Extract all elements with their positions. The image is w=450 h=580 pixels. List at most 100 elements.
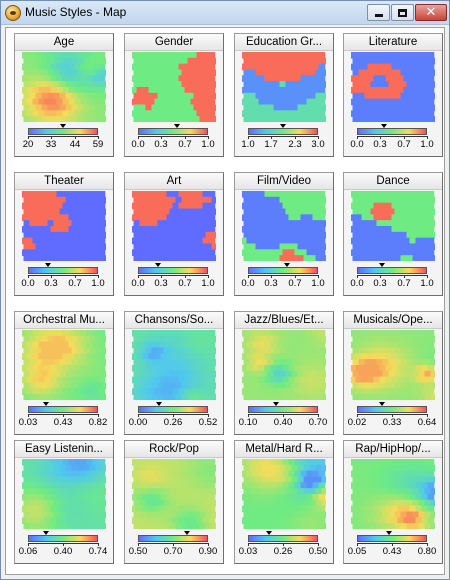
scale-tick-label: 0.70	[163, 546, 183, 557]
scale-marker[interactable]	[273, 402, 279, 406]
heat-map[interactable]	[242, 459, 326, 529]
scale-tick	[283, 414, 284, 417]
scale-marker[interactable]	[173, 124, 180, 128]
scale-tick	[28, 543, 29, 546]
map-panel[interactable]: Gender 0.0 0.3 0.7 1.0	[124, 33, 224, 157]
map-panel[interactable]: Orchestral Mu... 0.03 0.43 0.82	[14, 311, 114, 435]
scale-tick	[28, 414, 29, 417]
maximize-button[interactable]	[391, 4, 414, 21]
scale-tick-label: 0.0	[241, 278, 255, 289]
scale-tick-label: 0.40	[273, 417, 293, 428]
scale-tick-label: 1.0	[201, 139, 215, 150]
scale-marker[interactable]	[378, 402, 385, 406]
map-panel[interactable]: Film/Video 0.0 0.3 0.7 1.0	[234, 172, 334, 296]
scale-tick	[248, 414, 249, 417]
scale-tick-label: 0.43	[53, 417, 73, 428]
scale-marker[interactable]	[266, 531, 272, 535]
scale-marker[interactable]	[44, 263, 51, 267]
heat-map[interactable]	[132, 191, 216, 261]
heat-map[interactable]	[22, 52, 106, 122]
scale-tick-label: 59	[92, 139, 104, 150]
scale-tick	[318, 136, 319, 139]
scale-marker[interactable]	[60, 124, 66, 128]
panel-title: Jazz/Blues/Et...	[235, 312, 333, 329]
scale-tick-label: 0.33	[382, 417, 402, 428]
scale-tick	[28, 136, 29, 139]
scale-marker[interactable]	[280, 124, 286, 128]
color-scale-bar	[138, 535, 208, 542]
heat-map[interactable]	[132, 330, 216, 400]
panel-title: Film/Video	[235, 173, 333, 190]
scale-tick-label: 33	[45, 139, 57, 150]
map-panel[interactable]: Easy Listenin... 0.06 0.40 0.74	[14, 440, 114, 564]
scale-marker[interactable]	[283, 263, 290, 267]
map-panel[interactable]: Dance 0.0 0.3 0.7 1.0	[343, 172, 443, 296]
heat-map[interactable]	[242, 330, 326, 400]
scale-tick-label: 0.43	[382, 546, 402, 557]
close-button[interactable]: ✕	[415, 4, 447, 21]
heat-map[interactable]	[351, 52, 435, 122]
color-scale-bar	[357, 535, 427, 542]
panel-title: Age	[15, 34, 113, 51]
scale-marker[interactable]	[42, 531, 49, 535]
scale-marker[interactable]	[380, 124, 387, 128]
scale-tick-label: 0.52	[198, 417, 218, 428]
scale-tick	[318, 543, 319, 546]
scale-tick	[185, 275, 186, 278]
heat-map[interactable]	[242, 191, 326, 261]
scale-tick	[63, 414, 64, 417]
scale-tick	[357, 543, 358, 546]
scale-tick	[404, 136, 405, 139]
scale-tick	[248, 543, 249, 546]
window-title: Music Styles - Map	[25, 5, 127, 19]
map-panel[interactable]: Education Gr... 1.0 1.7 2.3 3.0	[234, 33, 334, 157]
map-panel[interactable]: Age 20 33 44 59	[14, 33, 114, 157]
scale-tick	[357, 414, 358, 417]
scale-tick	[173, 543, 174, 546]
map-grid: Age 20 33 44 59 Gender 0.0 0.3 0.7 1.0 Education G…	[5, 27, 445, 575]
scale-tick-label: 0.05	[347, 546, 367, 557]
scale-marker[interactable]	[156, 402, 162, 406]
map-panel[interactable]: Theater 0.0 0.3 0.7 1.0	[14, 172, 114, 296]
scale-tick-label: 20	[22, 139, 34, 150]
scale-marker[interactable]	[378, 263, 385, 267]
scale-tick-label: 1.7	[264, 139, 278, 150]
scale-tick-label: 0.70	[308, 417, 328, 428]
map-panel[interactable]: Rock/Pop 0.50 0.70 0.90	[124, 440, 224, 564]
heat-map[interactable]	[242, 52, 326, 122]
map-panel[interactable]: Jazz/Blues/Et... 0.10 0.40 0.70	[234, 311, 334, 435]
scale-tick	[248, 275, 249, 278]
color-scale-bar	[357, 267, 427, 274]
map-panel[interactable]: Musicals/Ope... 0.02 0.33 0.64	[343, 311, 443, 435]
scale-tick-label: 0.50	[308, 546, 328, 557]
scale-tick-label: 0.3	[373, 278, 387, 289]
heat-map[interactable]	[351, 459, 435, 529]
scale-tick-label: 0.7	[397, 278, 411, 289]
map-panel[interactable]: Rap/HipHop/... 0.05 0.43 0.80	[343, 440, 443, 564]
heat-map[interactable]	[351, 330, 435, 400]
scale-marker[interactable]	[154, 263, 161, 267]
scale-tick-label: 0.40	[53, 546, 73, 557]
heat-map[interactable]	[351, 191, 435, 261]
heat-map[interactable]	[22, 459, 106, 529]
heat-map[interactable]	[132, 52, 216, 122]
heat-map[interactable]	[22, 330, 106, 400]
panel-title: Orchestral Mu...	[15, 312, 113, 329]
map-panel[interactable]: Literature 0.0 0.3 0.7 1.0	[343, 33, 443, 157]
minimize-button[interactable]	[367, 4, 390, 21]
scale-marker[interactable]	[42, 402, 49, 406]
scale-tick-label: 1.0	[420, 139, 434, 150]
app-icon[interactable]	[5, 5, 21, 21]
map-panel[interactable]: Art 0.0 0.3 0.7 1.0	[124, 172, 224, 296]
map-panel[interactable]: Chansons/So... 0.00 0.26 0.52	[124, 311, 224, 435]
title-bar[interactable]: Music Styles - Map ✕	[1, 1, 449, 25]
map-panel[interactable]: Metal/Hard R... 0.03 0.26 0.50	[234, 440, 334, 564]
scale-axis	[28, 275, 98, 276]
scale-tick-label: 0.0	[350, 278, 364, 289]
scale-tick	[271, 136, 272, 139]
scale-marker[interactable]	[184, 531, 190, 535]
scale-tick	[248, 136, 249, 139]
scale-marker[interactable]	[385, 531, 392, 535]
heat-map[interactable]	[132, 459, 216, 529]
heat-map[interactable]	[22, 191, 106, 261]
